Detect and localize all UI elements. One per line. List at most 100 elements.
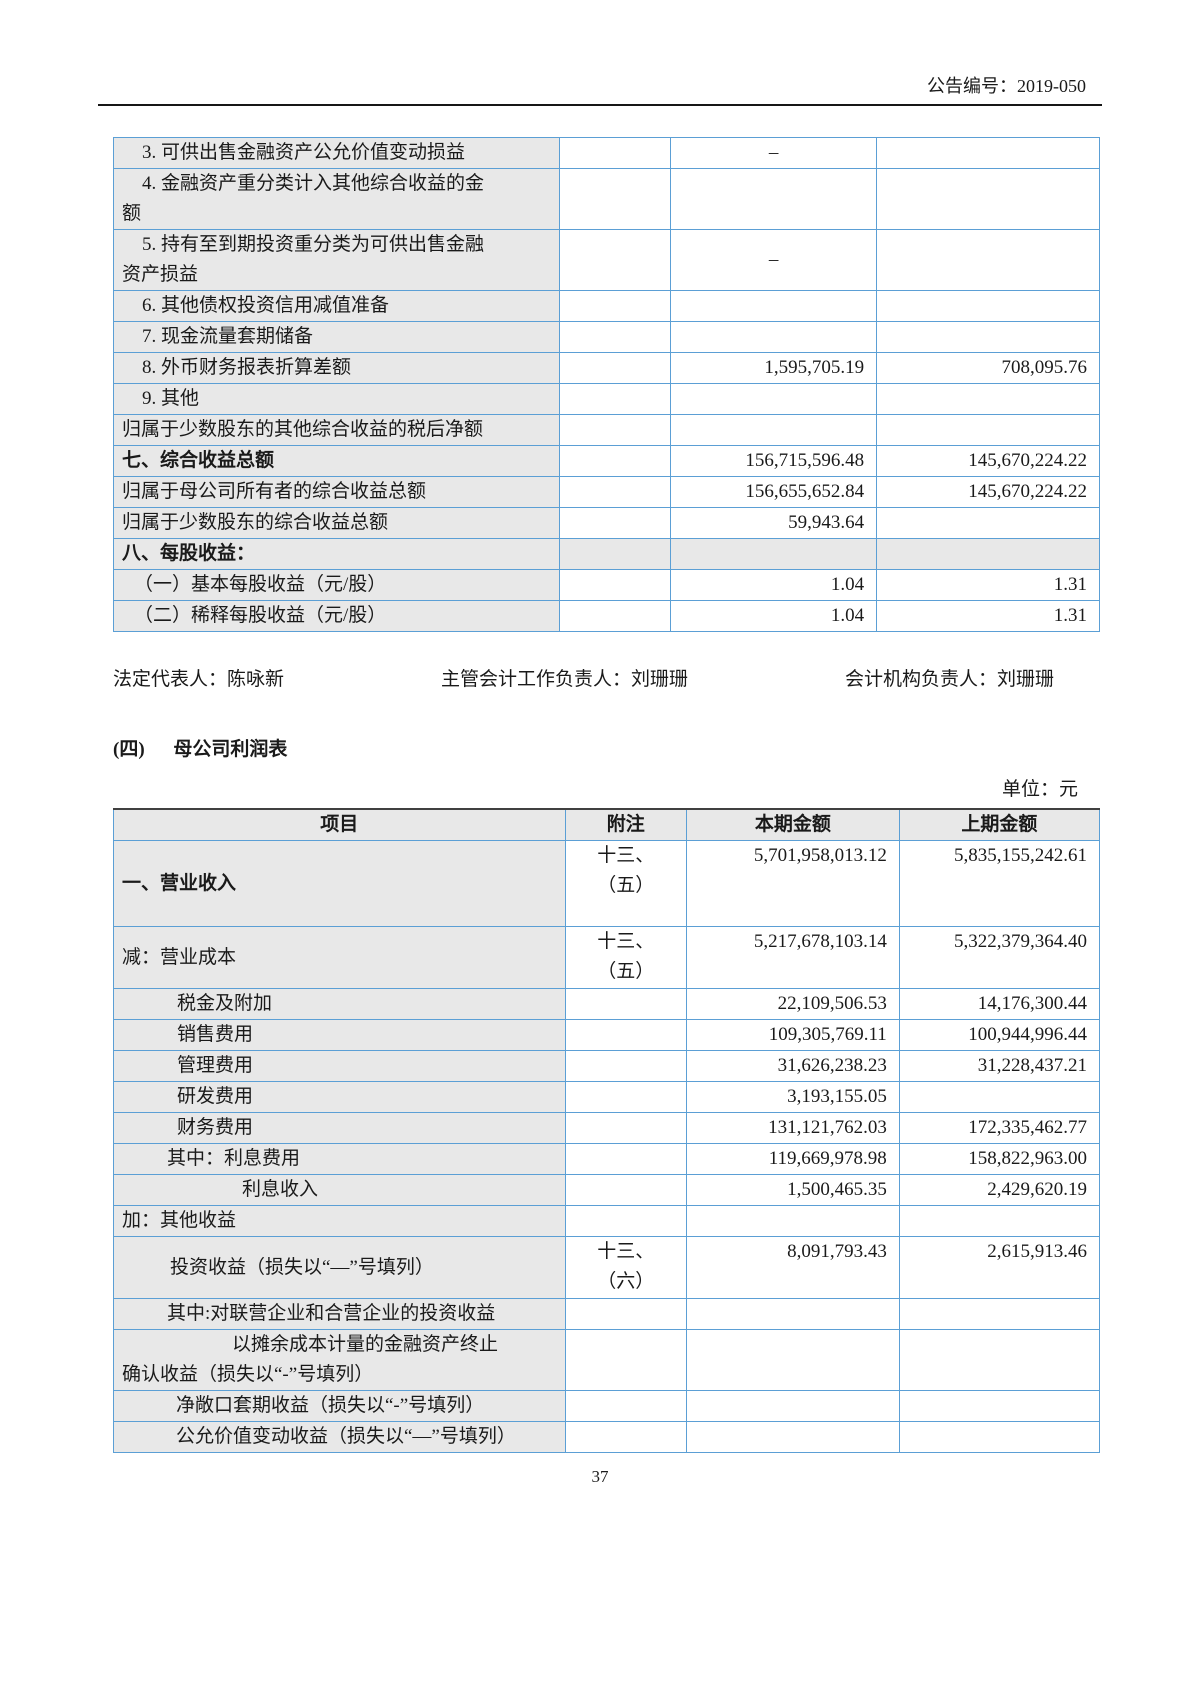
cell-note (564, 1205, 687, 1237)
column-header: 附注 (564, 808, 687, 841)
cell-current: 5,701,958,013.12 (685, 840, 900, 927)
page-header: 公告编号：2019-050 (98, 0, 1102, 106)
cell-note: 十三、 （六） (564, 1236, 687, 1299)
cell-note (558, 290, 672, 322)
cell-note (564, 1050, 687, 1082)
cell-note (564, 1329, 687, 1391)
table-row: 研发费用 3,193,155.05 (113, 1081, 1101, 1113)
cell-note (558, 321, 672, 353)
comprehensive-income-table-body: 3. 可供出售金融资产公允价值变动损益 – 4. 金融资产重分类计入其他综合收益的金… (113, 137, 1100, 632)
cell-note (564, 1112, 687, 1144)
cell-label: 财务费用 (113, 1112, 566, 1144)
cell-note (558, 383, 672, 415)
cell-current: – (670, 229, 878, 291)
cell-note (558, 137, 672, 169)
cell-current: 131,121,762.03 (685, 1112, 900, 1144)
cell-label: 7. 现金流量套期储备 (113, 321, 560, 353)
cell-note (558, 445, 672, 477)
cell-note: 十三、 （五） (564, 926, 687, 989)
table-row: 7. 现金流量套期储备 (113, 321, 1100, 353)
table-header-row: 项目 附注 本期金额 上期金额 (113, 808, 1101, 841)
column-header: 上期金额 (898, 808, 1101, 841)
cell-current (670, 321, 878, 353)
cell-label: 税金及附加 (113, 988, 566, 1020)
cell-note (564, 1081, 687, 1113)
cell-label: 销售费用 (113, 1019, 566, 1051)
table-row: 一、营业收入 十三、 （五） 5,701,958,013.12 5,835,155,2… (113, 840, 1101, 927)
cell-current (670, 538, 878, 570)
cell-prior: 708,095.76 (876, 352, 1100, 384)
cell-prior (898, 1421, 1101, 1453)
table-row: 利息收入 1,500,465.35 2,429,620.19 (113, 1174, 1101, 1206)
cell-label: 其中:对联营企业和合营企业的投资收益 (113, 1298, 566, 1330)
cell-current (685, 1421, 900, 1453)
cell-label: 管理费用 (113, 1050, 566, 1082)
table-row: 八、每股收益： (113, 538, 1100, 570)
parent-income-table-body: 一、营业收入 十三、 （五） 5,701,958,013.12 5,835,155,2… (113, 840, 1101, 1453)
table-row: 5. 持有至到期投资重分类为可供出售金融 资产损益 – (113, 229, 1100, 291)
page-number: 37 (591, 1467, 609, 1486)
cell-current: 109,305,769.11 (685, 1019, 900, 1051)
signature-line: 法定代表人：陈咏新 主管会计工作负责人：刘珊珊 会计机构负责人：刘珊珊 (113, 670, 1100, 690)
cell-prior: 2,615,913.46 (898, 1236, 1101, 1299)
cell-label: 以摊余成本计量的金融资产终止 确认收益（损失以“-”号填列） (113, 1329, 566, 1391)
cell-note (564, 1143, 687, 1175)
cell-prior (876, 290, 1100, 322)
cell-label: 归属于少数股东的综合收益总额 (113, 507, 560, 539)
cell-note (564, 988, 687, 1020)
cell-current: 22,109,506.53 (685, 988, 900, 1020)
table-row: 减：营业成本 十三、 （五） 5,217,678,103.14 5,322,379,3… (113, 926, 1101, 989)
announcement-number: 公告编号：2019-050 (927, 76, 1086, 96)
cell-note (564, 1298, 687, 1330)
table-row: （二）稀释每股收益（元/股） 1.04 1.31 (113, 600, 1100, 632)
table-row: 销售费用 109,305,769.11 100,944,996.44 (113, 1019, 1101, 1051)
cell-prior: 1.31 (876, 600, 1100, 632)
section-heading: (四) 母公司利润表 (113, 740, 1100, 760)
comprehensive-income-table: 3. 可供出售金融资产公允价值变动损益 – 4. 金融资产重分类计入其他综合收益的金… (113, 137, 1100, 632)
cell-current: 5,217,678,103.14 (685, 926, 900, 989)
cell-label: 8. 外币财务报表折算差额 (113, 352, 560, 384)
cell-prior (876, 321, 1100, 353)
cell-label: 公允价值变动收益（损失以“—”号填列） (113, 1421, 566, 1453)
cell-prior (876, 168, 1100, 230)
cell-note (558, 352, 672, 384)
cell-current (670, 383, 878, 415)
cell-prior: 158,822,963.00 (898, 1143, 1101, 1175)
table-row: 投资收益（损失以“—”号填列） 十三、 （六） 8,091,793.43 2,615,… (113, 1236, 1101, 1299)
chief-accountant-label: 主管会计工作负责人：刘珊珊 (440, 669, 688, 690)
table-row: （一）基本每股收益（元/股） 1.04 1.31 (113, 569, 1100, 601)
page-content: 3. 可供出售金融资产公允价值变动损益 – 4. 金融资产重分类计入其他综合收益的金… (113, 137, 1101, 1453)
cell-current (685, 1298, 900, 1330)
table-row: 其中：利息费用 119,669,978.98 158,822,963.00 (113, 1143, 1101, 1175)
cell-note (558, 569, 672, 601)
cell-prior (898, 1205, 1101, 1237)
cell-prior (876, 538, 1100, 570)
cell-label: 归属于母公司所有者的综合收益总额 (113, 476, 560, 508)
cell-label: 其中：利息费用 (113, 1143, 566, 1175)
cell-prior: 2,429,620.19 (898, 1174, 1101, 1206)
cell-note (558, 414, 672, 446)
cell-prior (898, 1390, 1101, 1422)
cell-note (558, 538, 672, 570)
cell-label: 七、综合收益总额 (113, 445, 560, 477)
table-row: 8. 外币财务报表折算差额 1,595,705.19 708,095.76 (113, 352, 1100, 384)
cell-note (564, 1174, 687, 1206)
cell-label: 归属于少数股东的其他综合收益的税后净额 (113, 414, 560, 446)
cell-prior: 100,944,996.44 (898, 1019, 1101, 1051)
cell-current: 3,193,155.05 (685, 1081, 900, 1113)
cell-current (685, 1205, 900, 1237)
cell-current: 8,091,793.43 (685, 1236, 900, 1299)
cell-prior: 5,322,379,364.40 (898, 926, 1101, 989)
legal-representative-label: 法定代表人：陈咏新 (113, 669, 285, 690)
cell-label: 投资收益（损失以“—”号填列） (113, 1236, 566, 1299)
table-row: 6. 其他债权投资信用减值准备 (113, 290, 1100, 322)
cell-prior (876, 383, 1100, 415)
cell-prior (876, 229, 1100, 291)
cell-current: 156,715,596.48 (670, 445, 878, 477)
table-row: 税金及附加 22,109,506.53 14,176,300.44 (113, 988, 1101, 1020)
table-row: 其中:对联营企业和合营企业的投资收益 (113, 1298, 1101, 1330)
cell-note (564, 1019, 687, 1051)
section-index: (四) (113, 739, 145, 760)
cell-current: 1.04 (670, 569, 878, 601)
cell-current (670, 168, 878, 230)
